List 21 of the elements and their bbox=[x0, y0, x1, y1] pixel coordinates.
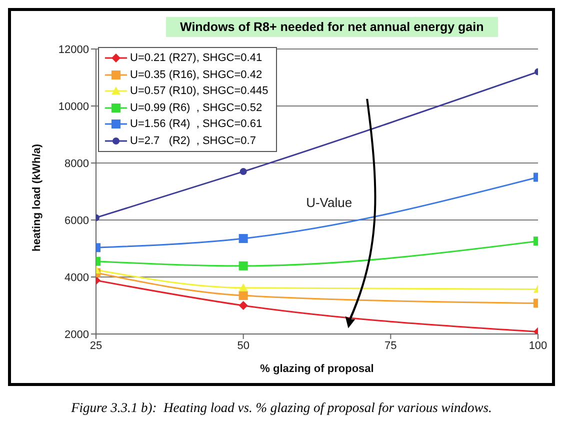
legend-label: U=0.99 (R6) , SHGC=0.52 bbox=[130, 102, 262, 114]
caption: Figure 3.3.1 b): Heating load vs. % glazing of proposal for various windows. bbox=[70, 400, 493, 416]
legend-label: U=1.56 (R4) , SHGC=0.61 bbox=[130, 118, 262, 130]
x-tick-label: 75 bbox=[384, 340, 397, 352]
y-axis-title: heating load (kWh/a) bbox=[30, 144, 43, 252]
y-tick-label: 2000 bbox=[64, 328, 89, 341]
y-tick-label: 6000 bbox=[64, 214, 89, 227]
y-tick-label: 12000 bbox=[58, 44, 89, 56]
y-tick-label: 8000 bbox=[64, 158, 89, 170]
y-tick-label: 4000 bbox=[64, 272, 89, 284]
annotation: U-Value bbox=[306, 195, 352, 210]
y-tick-label: 10000 bbox=[58, 100, 89, 113]
chart-title: Windows of R8+ needed for net annual energy gain bbox=[166, 17, 498, 37]
x-tick-label: 100 bbox=[528, 340, 548, 352]
x-tick-label: 25 bbox=[90, 340, 102, 352]
x-axis-title: % glazing of proposal bbox=[260, 363, 374, 375]
legend-label: U=0.57 (R10), SHGC=0.445 bbox=[130, 85, 268, 98]
legend-label: U=0.21 (R27), SHGC=0.41 bbox=[130, 52, 262, 64]
legend-label: U=2.7 (R2) , SHGC=0.7 bbox=[130, 134, 256, 147]
legend-label: U=0.35 (R16), SHGC=0.42 bbox=[130, 68, 262, 81]
x-tick-label: 50 bbox=[237, 340, 250, 352]
